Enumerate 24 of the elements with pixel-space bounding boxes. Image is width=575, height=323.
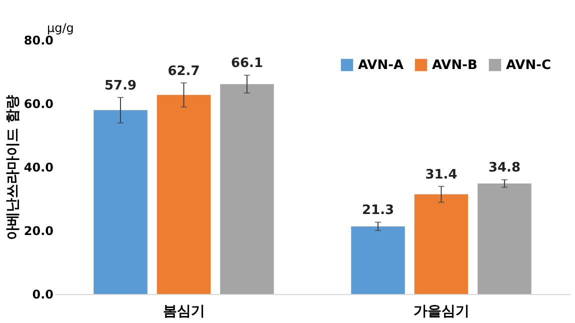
- bar: [220, 84, 274, 294]
- x-tick-label: 봄심기: [162, 304, 205, 320]
- x-tick-label: 가을심기: [413, 304, 470, 320]
- legend-label: AVN-C: [506, 58, 552, 73]
- bar: [94, 110, 148, 294]
- bar: [414, 194, 468, 294]
- y-tick-label: 60.0: [24, 97, 54, 111]
- legend-label: AVN-B: [432, 58, 478, 73]
- text: μg/g: [47, 21, 74, 35]
- y-tick-label: 80.0: [24, 34, 54, 48]
- bar: [351, 226, 405, 294]
- data-label: 57.9: [104, 78, 137, 94]
- data-label: 62.7: [168, 64, 200, 79]
- bar: [478, 184, 532, 294]
- bar: [156, 94, 211, 294]
- data-label: 21.3: [362, 203, 394, 218]
- data-label: 34.8: [488, 160, 521, 176]
- y-tick-label: 0.0: [32, 288, 54, 302]
- y-tick-label: 20.0: [24, 224, 54, 238]
- y-axis-title: 아베난쓰라마이드 함량: [4, 95, 21, 240]
- data-label: 66.1: [230, 56, 264, 72]
- y-tick-label: 40.0: [24, 160, 54, 174]
- data-label: 31.4: [425, 167, 458, 182]
- legend-label: AVN-A: [358, 58, 404, 73]
